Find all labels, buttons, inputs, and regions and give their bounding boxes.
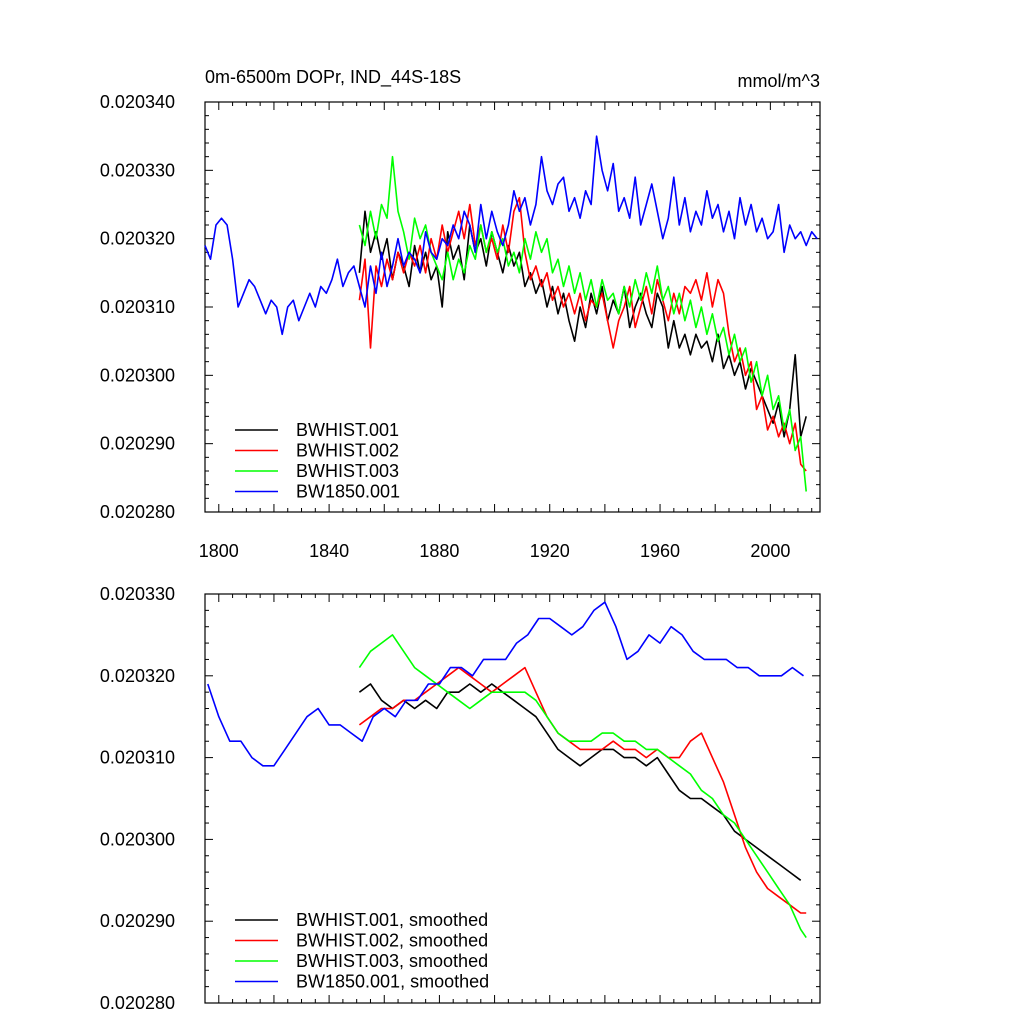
- series-line-bwhist-003: [358, 155, 807, 492]
- series-line-bwhist-002-smoothed: [358, 666, 807, 914]
- series-line-bw1850-001-smoothed: [207, 601, 804, 767]
- legend-label: BWHIST.001, smoothed: [296, 910, 488, 930]
- y-tick-label: 0.020280: [100, 993, 175, 1013]
- legend-label: BWHIST.003, smoothed: [296, 951, 488, 971]
- y-tick-label: 0.020310: [100, 297, 175, 317]
- top-panel-chart: 0m-6500m DOPr, IND_44S-18S mmol/m^3 1800…: [100, 67, 821, 561]
- units-label: mmol/m^3: [738, 71, 820, 91]
- x-tick-label: 2000: [750, 541, 790, 561]
- x-tick-label: 1920: [530, 541, 570, 561]
- x-tick-label: 1960: [640, 541, 680, 561]
- plot-frame: [204, 593, 821, 1004]
- series-line-bwhist-001: [358, 210, 807, 438]
- y-tick-label: 0.020290: [100, 434, 175, 454]
- series-line-bw1850-001: [204, 135, 818, 336]
- y-tick-label: 0.020320: [100, 229, 175, 249]
- y-tick-label: 0.020330: [100, 584, 175, 604]
- legend-label: BWHIST.003: [296, 461, 399, 481]
- y-tick-label: 0.020280: [100, 502, 175, 522]
- y-tick-label: 0.020320: [100, 666, 175, 686]
- legend-label: BW1850.001, smoothed: [296, 972, 489, 992]
- y-tick-label: 0.020290: [100, 911, 175, 931]
- y-tick-label: 0.020340: [100, 92, 175, 112]
- x-tick-label: 1800: [199, 541, 239, 561]
- chart-title: 0m-6500m DOPr, IND_44S-18S: [205, 67, 461, 88]
- y-tick-label: 0.020310: [100, 748, 175, 768]
- bottom-panel-chart: 0.020280 0.020290 0.020300 0.020310 0.020320…: [100, 584, 821, 1013]
- series-line-bwhist-001-smoothed: [358, 683, 802, 881]
- x-tick-label: 1880: [419, 541, 459, 561]
- y-tick-label: 0.020300: [100, 365, 175, 385]
- y-tick-label: 0.020300: [100, 829, 175, 849]
- legend-label: BW1850.001: [296, 482, 400, 502]
- series-line-bwhist-003-smoothed: [358, 634, 807, 939]
- y-tick-label: 0.020330: [100, 160, 175, 180]
- x-tick-label: 1840: [309, 541, 349, 561]
- legend-label: BWHIST.002, smoothed: [296, 931, 488, 951]
- legend-label: BWHIST.002: [296, 441, 399, 461]
- legend-label: BWHIST.001: [296, 420, 399, 440]
- series-line-bwhist-002: [358, 196, 807, 472]
